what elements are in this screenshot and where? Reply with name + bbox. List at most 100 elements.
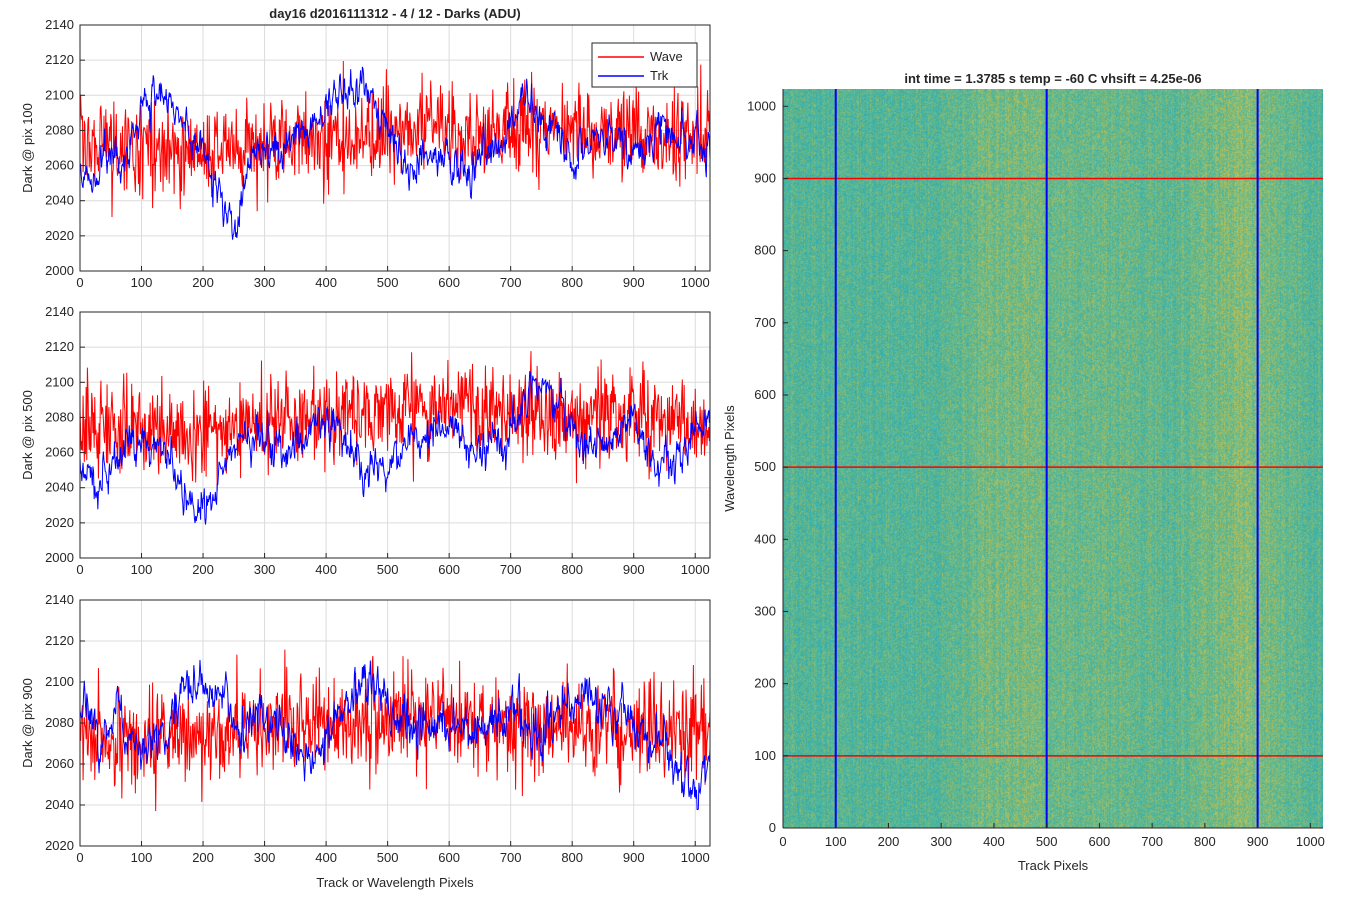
y-axis-label: Wavelength Pixels	[722, 405, 737, 512]
y-tick-label: 2060	[45, 158, 74, 173]
y-tick-label: 2120	[45, 633, 74, 648]
y-tick-label: 2000	[45, 550, 74, 565]
legend: Wave Trk	[591, 42, 698, 88]
x-tick-label: 100	[131, 850, 153, 865]
y-axis-label: Dark @ pix 500	[20, 390, 35, 480]
x-tick-label: 600	[438, 562, 460, 577]
x-tick-label: 200	[192, 275, 214, 290]
legend-label-wave: Wave	[650, 49, 683, 64]
y-tick-label: 2140	[45, 304, 74, 319]
y-tick-label: 2080	[45, 122, 74, 137]
x-tick-label: 200	[878, 834, 900, 849]
y-tick-label: 2080	[45, 715, 74, 730]
y-tick-label: 100	[754, 748, 776, 763]
x-tick-label: 300	[254, 850, 276, 865]
x-tick-label: 0	[76, 562, 83, 577]
y-axis-label: Dark @ pix 900	[20, 678, 35, 768]
x-tick-label: 700	[500, 850, 522, 865]
y-tick-label: 2040	[45, 193, 74, 208]
x-tick-label: 300	[254, 275, 276, 290]
y-tick-label: 2100	[45, 674, 74, 689]
y-tick-label: 2060	[45, 756, 74, 771]
x-tick-label: 800	[561, 562, 583, 577]
x-tick-label: 900	[623, 562, 645, 577]
x-tick-label: 400	[315, 275, 337, 290]
series-trk-line	[79, 66, 711, 240]
x-tick-label: 500	[377, 562, 399, 577]
x-tick-label: 1000	[681, 275, 710, 290]
x-tick-label: 600	[438, 850, 460, 865]
x-tick-label: 1000	[681, 850, 710, 865]
x-tick-label: 100	[825, 834, 847, 849]
x-axis-label: Track or Wavelength Pixels	[316, 875, 474, 890]
heatmap-panel: 0 100 200 300 400 500 600 700 800 900 1000 0 100 200 3…	[722, 71, 1325, 873]
figure-title: day16 d2016111312 - 4 / 12 - Darks (ADU)	[269, 6, 520, 21]
y-tick-label: 2040	[45, 480, 74, 495]
x-tick-label: 400	[315, 562, 337, 577]
x-tick-label: 800	[561, 850, 583, 865]
y-tick-label: 2140	[45, 592, 74, 607]
line-panel-3: 0 100 200 300 400 500 600 700 800 900 1000 2020 2040…	[20, 592, 711, 890]
y-tick-label: 2060	[45, 445, 74, 460]
x-tick-label: 0	[76, 275, 83, 290]
x-tick-label: 400	[315, 850, 337, 865]
y-tick-label: 2000	[45, 263, 74, 278]
legend-box	[591, 42, 698, 88]
x-tick-label: 300	[930, 834, 952, 849]
y-tick-label: 500	[754, 459, 776, 474]
line-panel-2: 0 100 200 300 400 500 600 700 800 900 1000 2000 2020…	[20, 304, 711, 577]
legend-label-trk: Trk	[650, 68, 669, 83]
x-tick-label: 200	[192, 850, 214, 865]
y-tick-label: 900	[754, 170, 776, 185]
axes-box	[79, 24, 711, 272]
x-tick-label: 500	[377, 850, 399, 865]
y-tick-label: 2080	[45, 409, 74, 424]
x-tick-label: 400	[983, 834, 1005, 849]
series-trk-line	[79, 370, 711, 525]
x-tick-label: 900	[623, 275, 645, 290]
x-tick-label: 600	[1089, 834, 1111, 849]
x-tick-label: 100	[131, 562, 153, 577]
y-tick-label: 2020	[45, 838, 74, 853]
y-tick-label: 800	[754, 243, 776, 258]
x-tick-label: 0	[76, 850, 83, 865]
x-axis-label: Track Pixels	[1018, 858, 1089, 873]
line-panels: 0 100 200 300 400 500 600 700 800 900 100020002020…	[20, 17, 711, 890]
y-tick-label: 700	[754, 315, 776, 330]
heatmap-image	[783, 89, 1323, 828]
y-tick-label: 2120	[45, 339, 74, 354]
x-tick-label: 900	[623, 850, 645, 865]
x-tick-label: 600	[438, 275, 460, 290]
x-tick-label: 200	[192, 562, 214, 577]
y-tick-label: 400	[754, 531, 776, 546]
x-tick-label: 500	[377, 275, 399, 290]
y-tick-label: 300	[754, 603, 776, 618]
y-axis-label: Dark @ pix 100	[20, 103, 35, 193]
series-wave-line	[79, 61, 711, 217]
x-tick-label: 700	[1141, 834, 1163, 849]
y-tick-label: 2100	[45, 87, 74, 102]
series-wave-line	[79, 351, 711, 492]
x-tick-label: 900	[1247, 834, 1269, 849]
y-tick-label: 2120	[45, 52, 74, 67]
y-tick-label: 2140	[45, 17, 74, 32]
axes-box	[79, 311, 711, 559]
x-tick-label: 500	[1036, 834, 1058, 849]
line-panel-1: 0 100 200 300 400 500 600 700 800 900 1000 2000 2020…	[20, 17, 711, 290]
y-tick-label: 2100	[45, 374, 74, 389]
x-tick-label: 300	[254, 562, 276, 577]
series-trk-line	[79, 659, 711, 811]
x-tick-label: 800	[561, 275, 583, 290]
x-tick-label: 100	[131, 275, 153, 290]
heatmap-title: int time = 1.3785 s temp = -60 C vhsift …	[904, 71, 1201, 86]
x-tick-label: 800	[1194, 834, 1216, 849]
x-tick-label: 700	[500, 562, 522, 577]
x-tick-label: 700	[500, 275, 522, 290]
y-tick-label: 2020	[45, 515, 74, 530]
y-tick-label: 2040	[45, 797, 74, 812]
y-tick-label: 0	[769, 820, 776, 835]
x-tick-label: 0	[779, 834, 786, 849]
y-tick-label: 200	[754, 676, 776, 691]
y-tick-label: 2020	[45, 228, 74, 243]
